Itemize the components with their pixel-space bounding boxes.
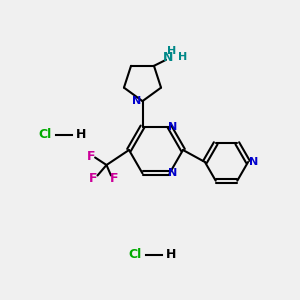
Text: F: F — [87, 149, 96, 163]
Text: H: H — [76, 128, 86, 142]
Text: N: N — [163, 51, 173, 64]
Text: F: F — [110, 172, 118, 185]
Text: N: N — [249, 157, 258, 167]
Text: N: N — [169, 122, 178, 132]
Text: H: H — [166, 248, 176, 262]
Text: N: N — [132, 96, 141, 106]
Text: Cl: Cl — [128, 248, 142, 262]
Text: Cl: Cl — [38, 128, 52, 142]
Text: N: N — [169, 168, 178, 178]
Text: F: F — [89, 172, 97, 185]
Text: H: H — [178, 52, 188, 62]
Text: H: H — [167, 46, 177, 56]
